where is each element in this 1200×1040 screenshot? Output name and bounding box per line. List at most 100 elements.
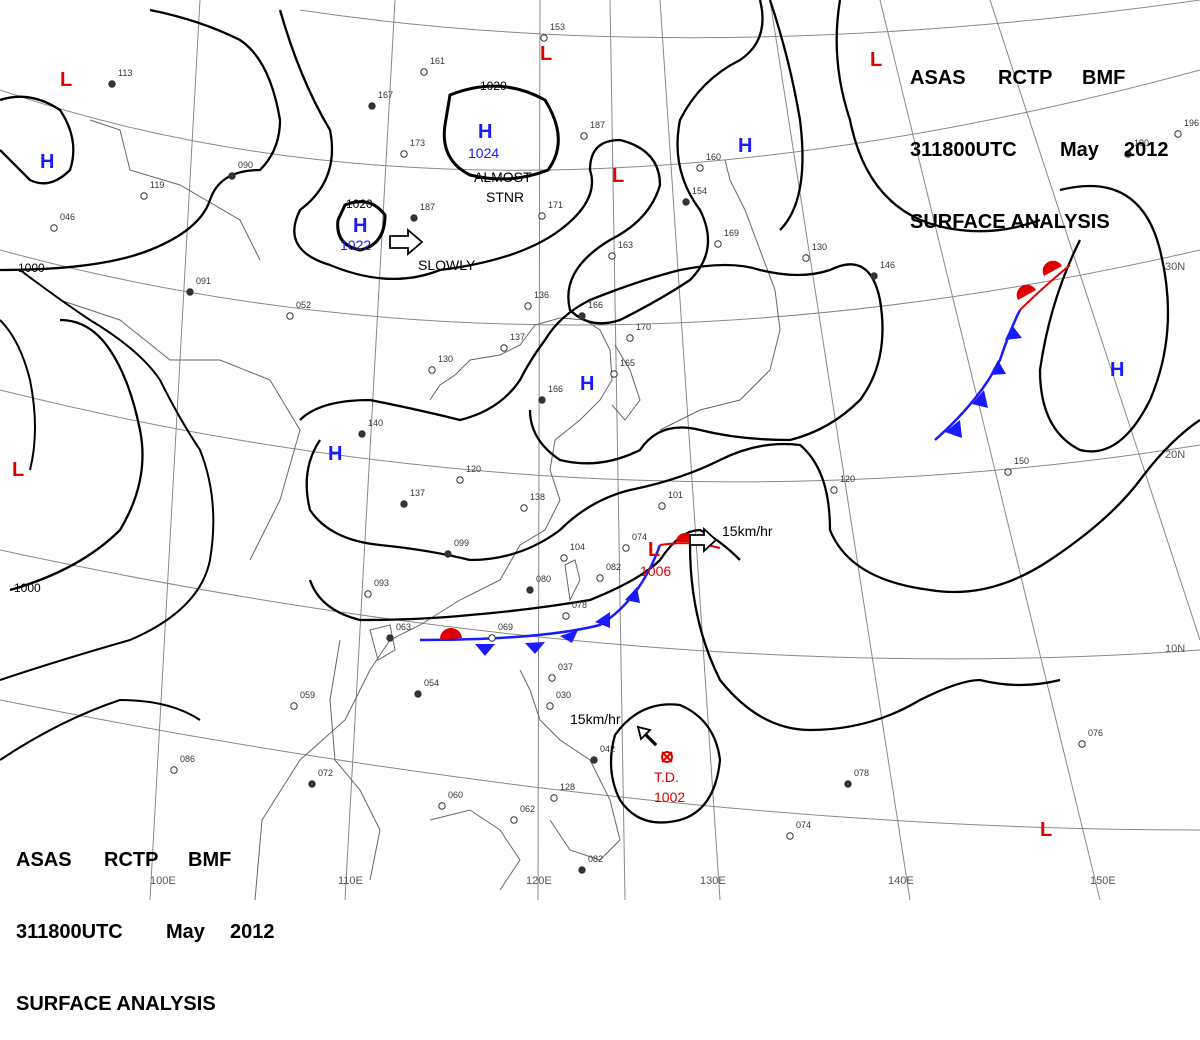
nw-arrow-icon bbox=[636, 725, 658, 747]
isobar-label: 1000 bbox=[18, 261, 45, 275]
station-pressure-value: 138 bbox=[530, 492, 545, 502]
station-marker-icon bbox=[786, 832, 794, 840]
station-pressure-value: 078 bbox=[854, 768, 869, 778]
isobar-label: 1020 bbox=[346, 197, 373, 211]
station-pressure-value: 104 bbox=[570, 542, 585, 552]
station-marker-icon bbox=[696, 164, 704, 172]
station-marker-icon bbox=[488, 634, 496, 642]
header-time: 311800UTC bbox=[910, 139, 1017, 161]
low-center-symbol: L bbox=[60, 69, 72, 91]
lon-label: 100E bbox=[150, 875, 176, 887]
station-pressure-value: 196 bbox=[1184, 118, 1199, 128]
station-pressure-value: 080 bbox=[536, 574, 551, 584]
isobar-low-loop bbox=[308, 528, 741, 622]
station-marker-icon bbox=[50, 224, 58, 232]
station-marker-icon bbox=[290, 702, 298, 710]
isobar-td bbox=[609, 703, 722, 824]
footer-agency: ASAS bbox=[16, 849, 72, 871]
footer-time: 311800UTC bbox=[16, 921, 123, 943]
isobar-mid bbox=[299, 263, 884, 465]
station-marker-icon bbox=[286, 312, 294, 320]
parallel-50n bbox=[299, 0, 1200, 39]
coast-hainan bbox=[369, 624, 396, 661]
station-marker-icon bbox=[414, 690, 422, 698]
coast-inland-1 bbox=[89, 119, 261, 261]
station-pressure-value: 060 bbox=[448, 790, 463, 800]
station-marker-icon bbox=[562, 612, 570, 620]
high-center-value: 1022 bbox=[340, 237, 371, 253]
station-pressure-value: 153 bbox=[550, 22, 565, 32]
station-marker-icon bbox=[364, 590, 372, 598]
station-marker-icon bbox=[520, 504, 528, 512]
high-center-symbol: H bbox=[738, 135, 752, 157]
station-marker-icon bbox=[546, 702, 554, 710]
station-pressure-value: 113 bbox=[118, 68, 132, 78]
station-marker-icon bbox=[1174, 130, 1182, 138]
station-pressure-value: 059 bbox=[300, 690, 315, 700]
high-center-value: 1024 bbox=[468, 145, 499, 161]
station-marker-icon bbox=[580, 132, 588, 140]
station-pressure-value: 052 bbox=[296, 300, 311, 310]
footer-agency-line: ASAS RCTP BMF bbox=[16, 848, 275, 872]
pressure-centers: H 1024 H 1022 H H H H H L 1006 L L L L L… bbox=[12, 43, 1124, 841]
station-marker-icon bbox=[548, 674, 556, 682]
cold-front-barb bbox=[595, 612, 610, 628]
isobar-bottom-left bbox=[0, 698, 201, 761]
station-marker-icon bbox=[420, 68, 428, 76]
cold-front-east bbox=[934, 260, 1071, 441]
station-pressure-value: 074 bbox=[796, 820, 811, 830]
station-marker-icon bbox=[308, 780, 316, 788]
station-pressure-value: 054 bbox=[424, 678, 439, 688]
station-marker-icon bbox=[540, 34, 548, 42]
motion-arrows bbox=[389, 228, 718, 747]
header-time-line: 311800UTC May 2012 bbox=[910, 138, 1169, 162]
station-marker-icon bbox=[622, 544, 630, 552]
isobar-outer-north bbox=[278, 0, 764, 325]
low-center-symbol: L bbox=[870, 49, 882, 71]
station-pressure-value: 119 bbox=[150, 180, 164, 190]
almost-stnr-line1: ALMOST bbox=[474, 169, 532, 185]
station-marker-icon bbox=[658, 502, 666, 510]
station-marker-icon bbox=[560, 554, 568, 562]
coast-inland-2 bbox=[59, 299, 301, 561]
lon-label: 150E bbox=[1090, 875, 1116, 887]
lat-label: 10N bbox=[1165, 643, 1185, 655]
isobar-west-1000b bbox=[9, 318, 144, 592]
cold-front-south-line bbox=[419, 544, 662, 642]
graticule bbox=[0, 0, 1200, 900]
station-marker-icon bbox=[428, 366, 436, 374]
surface-analysis-map: 100E 110E 120E 130E 140E 150E 30N 20N 10… bbox=[0, 0, 1200, 900]
td-pressure: 1002 bbox=[654, 789, 685, 805]
high-center-symbol: H bbox=[478, 121, 492, 143]
station-marker-icon bbox=[186, 288, 194, 296]
isobar-south-2 bbox=[688, 544, 1061, 732]
isobars bbox=[0, 0, 1200, 824]
station-pressure-value: 169 bbox=[724, 228, 739, 238]
station-pressure-value: 166 bbox=[588, 300, 603, 310]
isobar-south bbox=[305, 419, 1200, 594]
station-pressure-value: 101 bbox=[668, 490, 683, 500]
station-pressure-value: 086 bbox=[180, 754, 195, 764]
header-office: BMF bbox=[1082, 67, 1126, 89]
high-center-symbol: H bbox=[1110, 359, 1124, 381]
station-pressure-value: 163 bbox=[618, 240, 633, 250]
td-label: T.D. bbox=[654, 769, 679, 785]
cold-front-barb bbox=[475, 644, 495, 656]
station-marker-icon bbox=[1004, 468, 1012, 476]
isobar-east-loop bbox=[1038, 184, 1170, 453]
station-marker-icon bbox=[386, 634, 394, 642]
station-marker-icon bbox=[456, 476, 464, 484]
isobar-west-3 bbox=[0, 319, 36, 471]
station-values: 113 161 153 167 187 173 090 119 046 187 171 160 154 1… bbox=[60, 22, 1199, 864]
isobar-1020-west bbox=[336, 200, 387, 252]
header-station: RCTP bbox=[998, 67, 1053, 89]
header-agency-line: ASAS RCTP BMF bbox=[910, 66, 1169, 90]
motion-notes: ALMOST STNR SLOWLY 15km/hr 15km/hr bbox=[418, 169, 773, 727]
footer-time-line: 311800UTC May 2012 bbox=[16, 920, 275, 944]
station-marker-icon bbox=[802, 254, 810, 262]
station-pressure-value: 187 bbox=[590, 120, 605, 130]
station-marker-icon bbox=[526, 586, 534, 594]
station-marker-icon bbox=[844, 780, 852, 788]
meridian-130e bbox=[659, 0, 721, 900]
almost-stnr-line2: STNR bbox=[486, 189, 524, 205]
